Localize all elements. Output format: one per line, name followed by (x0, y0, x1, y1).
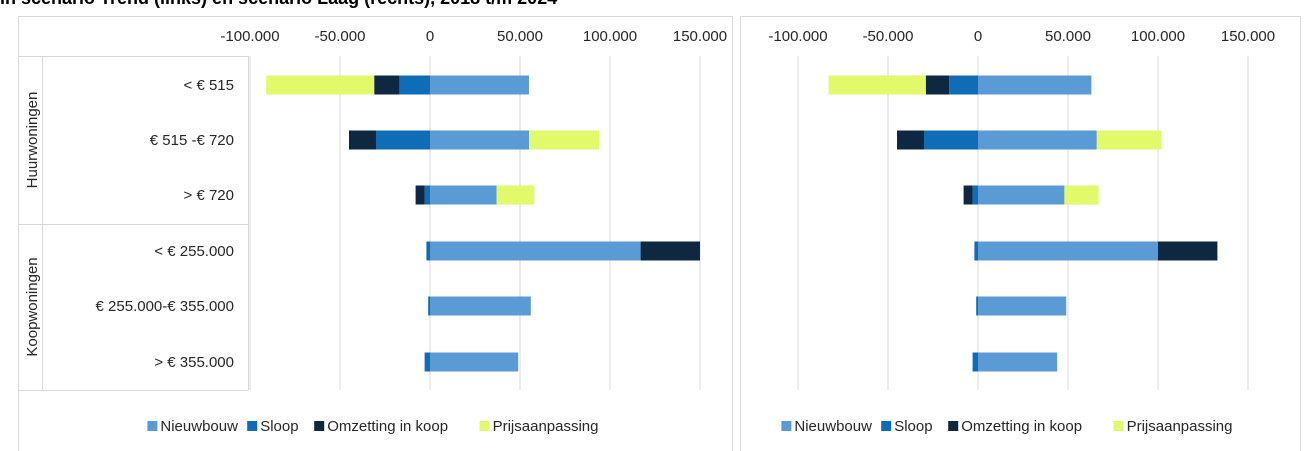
bar-prijsaanpassing (1096, 130, 1162, 150)
category-label: < € 255.000 (154, 243, 234, 260)
x-tick-label: 100.000 (583, 28, 637, 45)
group-label-huurwoningen: Huurwoningen (24, 92, 41, 189)
category-label: < € 515 (184, 77, 234, 94)
bar-sloop (399, 75, 430, 95)
group-label-koopwoningen: Koopwoningen (24, 257, 41, 356)
legend-label: Sloop (260, 418, 298, 435)
legend-swatch (314, 421, 325, 431)
bar-sloop (972, 352, 978, 372)
bar-nieuwbouw (978, 241, 1158, 261)
bar-omzetting-in-koop (374, 75, 400, 95)
bar-omzetting-in-koop (925, 75, 950, 95)
x-tick-label: -50.000 (863, 28, 914, 45)
bar-prijsaanpassing (529, 130, 600, 150)
x-tick-label: 150.000 (673, 28, 727, 45)
left-panel-trend: Huurwoningen Koopwoningen -100.000 -50.000 0… (18, 28, 727, 435)
right-chart-border (740, 16, 1301, 451)
legend-label: Prijsaanpassing (493, 418, 599, 435)
left-chart-border (18, 16, 733, 451)
legend-swatch (479, 421, 490, 431)
bar-prijsaanpassing (828, 75, 926, 95)
right-panel-laag: -100.000 -50.000 0 50.000 100.000 150.000 Nieu… (768, 28, 1275, 435)
bar-sloop (974, 241, 978, 261)
legend-swatch (948, 421, 959, 431)
bar-omzetting-in-koop (349, 130, 376, 150)
bar-nieuwbouw (430, 296, 531, 316)
legend-swatch (247, 421, 258, 431)
bar-omzetting-in-koop (640, 241, 700, 261)
bar-sloop (976, 296, 978, 316)
legend-label: Nieuwbouw (160, 418, 238, 435)
x-tick-label: 0 (974, 28, 982, 45)
bar-sloop (428, 296, 430, 316)
bar-nieuwbouw (430, 352, 519, 372)
bar-nieuwbouw (430, 75, 529, 95)
bar-omzetting-in-koop (897, 130, 924, 150)
bar-nieuwbouw (978, 185, 1065, 205)
legend-label: Sloop (894, 418, 932, 435)
x-tick-label: 0 (426, 28, 434, 45)
bar-sloop (424, 185, 430, 205)
legend-label: Prijsaanpassing (1127, 418, 1233, 435)
bar-prijsaanpassing (266, 75, 375, 95)
x-tick-label: -100.000 (768, 28, 827, 45)
bar-sloop (426, 241, 430, 261)
bar-omzetting-in-koop (415, 185, 425, 205)
bar-nieuwbouw (978, 352, 1058, 372)
bar-sloop (424, 352, 430, 372)
category-label: > € 720 (184, 187, 234, 204)
bar-sloop (924, 130, 978, 150)
legend-swatch (881, 421, 892, 431)
bar-sloop (972, 185, 978, 205)
bar-nieuwbouw (430, 241, 641, 261)
legend-swatch (781, 421, 792, 431)
legend-swatch (1113, 421, 1124, 431)
bar-omzetting-in-koop (1158, 241, 1218, 261)
legend-swatch (147, 421, 158, 431)
category-label: € 515 -€ 720 (150, 132, 234, 149)
bar-prijsaanpassing (1064, 185, 1099, 205)
x-tick-label: 50.000 (1045, 28, 1091, 45)
category-label: € 255.000-€ 355.000 (96, 298, 234, 315)
legend-label: Nieuwbouw (794, 418, 872, 435)
bar-sloop (949, 75, 978, 95)
x-tick-label: 100.000 (1131, 28, 1185, 45)
bar-nieuwbouw (430, 130, 529, 150)
legend-label: Omzetting in koop (327, 418, 448, 435)
category-label: > € 355.000 (154, 354, 234, 371)
x-tick-label: -100.000 (220, 28, 279, 45)
legend-label: Omzetting in koop (961, 418, 1082, 435)
x-tick-label: -50.000 (315, 28, 366, 45)
bar-nieuwbouw (978, 75, 1092, 95)
bar-nieuwbouw (978, 130, 1097, 150)
bar-nieuwbouw (430, 185, 497, 205)
bar-sloop (376, 130, 430, 150)
x-tick-label: 150.000 (1221, 28, 1275, 45)
chart-title: in scenario Trend (links) en scenario La… (0, 0, 557, 9)
x-tick-label: 50.000 (497, 28, 543, 45)
bar-nieuwbouw (978, 296, 1067, 316)
bar-omzetting-in-koop (963, 185, 973, 205)
bar-prijsaanpassing (496, 185, 535, 205)
